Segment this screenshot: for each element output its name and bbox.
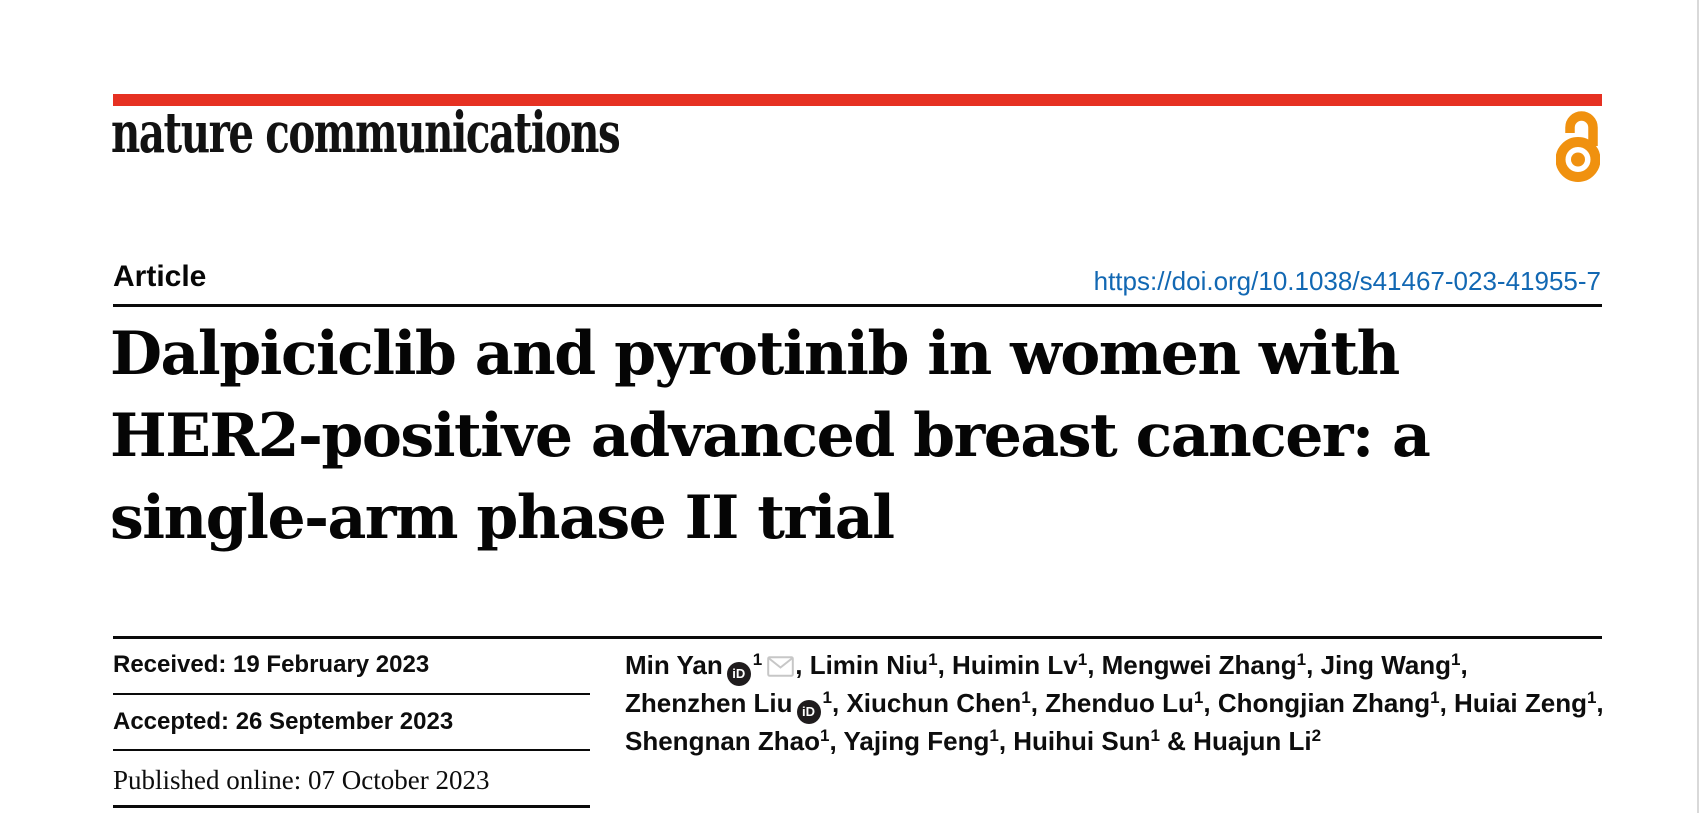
affiliation-superscript: 1 (820, 725, 830, 745)
history-divider-1 (113, 693, 590, 695)
author-name-text: , (1596, 688, 1604, 718)
open-access-icon (1556, 111, 1600, 182)
author-name-text: , Huiai Zeng (1439, 688, 1587, 718)
author-name-text: , Huimin Lv (937, 650, 1078, 680)
author-name-text: , Yajing Feng (829, 726, 990, 756)
history-divider-3 (113, 805, 590, 808)
author-name-text: Zhenzhen Liu (625, 688, 793, 718)
accepted-date: Accepted: 26 September 2023 (113, 708, 454, 735)
author-name-text: , Xiuchun Chen (832, 688, 1022, 718)
affiliation-superscript: 1 (1451, 649, 1461, 669)
author-name-text: , Zhenduo Lu (1030, 688, 1194, 718)
author-line: Min Yan iD1, Limin Niu1, Huimin Lv1, Meng… (625, 648, 1605, 686)
affiliation-superscript: 1 (1586, 687, 1597, 707)
page-edge-line (1697, 0, 1699, 813)
author-name-text: Shengnan Zhao (625, 726, 820, 756)
author-list: Min Yan iD1, Limin Niu1, Huimin Lv1, Meng… (625, 648, 1605, 759)
author-name-text: , (1460, 650, 1468, 680)
brand-bar (113, 94, 1602, 106)
orcid-icon[interactable]: iD (726, 662, 751, 686)
history-top-rule (113, 636, 1602, 639)
paper-title-line-3: single-arm phase II trial (110, 483, 895, 553)
doi-link[interactable]: https://doi.org/10.1038/s41467-023-41955… (1093, 266, 1601, 296)
author-name-text: & Huajun Li (1159, 726, 1312, 756)
affiliation-superscript: 1 (1077, 649, 1088, 669)
received-date: Received: 19 February 2023 (113, 651, 430, 678)
affiliation-superscript: 1 (822, 687, 833, 707)
paper-title-line-2: HER2-positive advanced breast cancer: a (110, 401, 1431, 471)
history-divider-2 (113, 749, 590, 751)
affiliation-superscript: 1 (989, 725, 999, 745)
affiliation-superscript: 1 (1430, 687, 1440, 707)
author-name-text: , Limin Niu (795, 650, 929, 680)
email-icon[interactable] (767, 656, 795, 677)
affiliation-superscript: 1 (928, 649, 938, 669)
author-name-text: , Mengwei Zhang (1087, 650, 1297, 680)
article-type-label: Article (113, 260, 207, 293)
author-name-text: Min Yan (625, 650, 723, 680)
paper-title: Dalpiciclib and pyrotinib in women with … (110, 313, 1570, 559)
affiliation-superscript: 1 (1150, 725, 1160, 745)
affiliation-superscript: 2 (1311, 725, 1322, 745)
author-name-text: , Jing Wang (1306, 650, 1452, 680)
affiliation-superscript: 1 (752, 649, 763, 669)
paper-title-line-1: Dalpiciclib and pyrotinib in women with (110, 319, 1400, 389)
journal-logo: nature communications (111, 100, 621, 166)
affiliation-superscript: 1 (1193, 687, 1204, 707)
author-name-text: , Chongjian Zhang (1203, 688, 1431, 718)
article-divider (113, 304, 1602, 307)
author-line: Shengnan Zhao1, Yajing Feng1, Huihui Sun… (625, 724, 1605, 759)
published-date: Published online: 07 October 2023 (113, 765, 490, 795)
orcid-icon[interactable]: iD (796, 700, 821, 724)
author-name-text: , Huihui Sun (998, 726, 1151, 756)
affiliation-superscript: 1 (1021, 687, 1031, 707)
author-line: Zhenzhen Liu iD1, Xiuchun Chen1, Zhenduo … (625, 686, 1605, 724)
affiliation-superscript: 1 (1296, 649, 1307, 669)
